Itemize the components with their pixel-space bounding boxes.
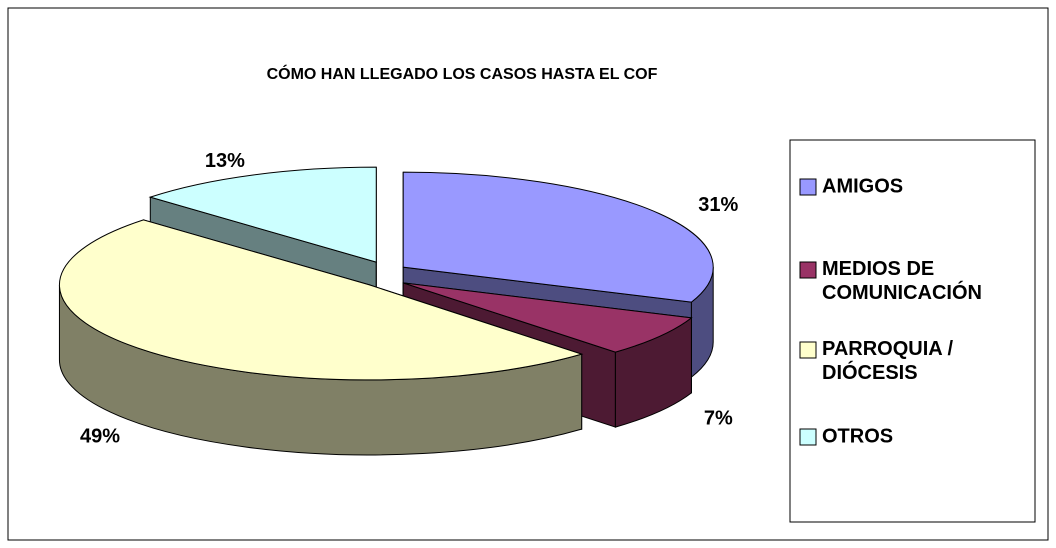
legend-line: MEDIOS DE	[822, 258, 940, 280]
data-label: 7%	[704, 408, 733, 430]
slice-top	[403, 282, 693, 353]
legend-swatch	[799, 261, 817, 279]
slice-top	[402, 171, 714, 303]
legend-box	[789, 139, 1036, 523]
legend-swatch	[799, 178, 817, 196]
pie-slice	[58, 219, 584, 456]
legend-swatch	[799, 428, 817, 446]
slice-top	[58, 219, 584, 381]
legend-line: PARROQUIA /	[822, 338, 959, 360]
chart-title: CÓMO HAN LLEGADO LOS CASOS HASTA EL COF	[267, 64, 658, 83]
data-label: 49%	[80, 426, 120, 448]
legend-line: DIÓCESIS	[822, 360, 918, 384]
legend-swatch	[799, 341, 817, 359]
legend-label: OTROS	[822, 425, 893, 447]
legend-line: COMUNICACIÓN	[822, 280, 982, 304]
slice-top	[148, 166, 377, 263]
legend-label: PARROQUIA / DIÓCESIS	[822, 338, 959, 384]
data-label: 31%	[698, 194, 738, 216]
legend-label: MEDIOS DE COMUNICACIÓN	[822, 258, 982, 304]
legend-label: AMIGOS	[822, 175, 903, 197]
data-label: 13%	[205, 150, 245, 172]
